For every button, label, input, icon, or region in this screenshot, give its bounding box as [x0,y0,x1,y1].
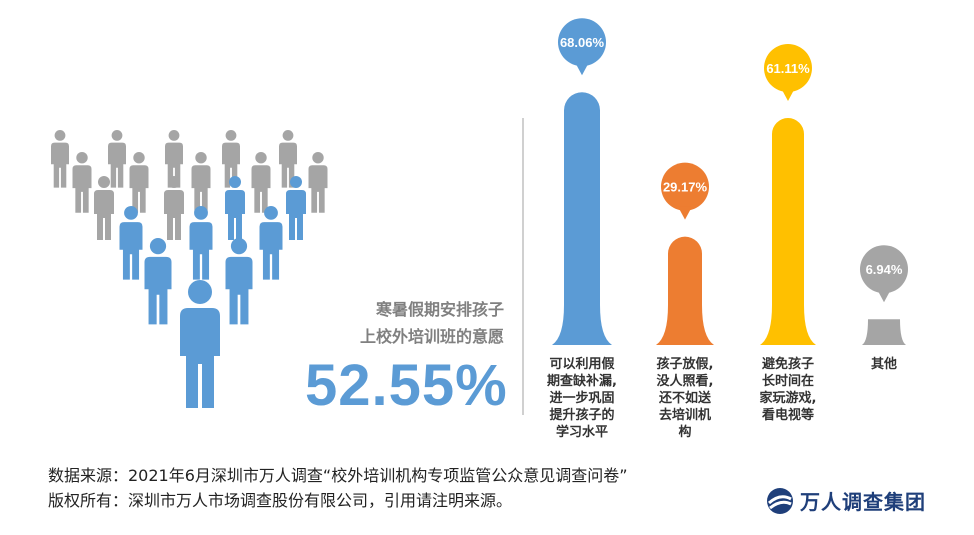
bar-value-bubble: 29.17% [661,162,709,220]
bar [656,236,714,345]
bar-value-label: 6.94% [866,262,903,277]
category-label-line: 进一步巩固 [549,391,615,406]
person-figure [286,176,306,240]
bar-chart: 68.06% 29.17% 61.11% 6.94% [552,18,908,346]
bar [862,319,906,345]
bar-value-bubble: 61.11% [764,44,812,102]
person-figure [51,130,69,188]
person-figure [164,176,184,240]
category-label-line: 孩子放假, [656,357,714,372]
category-label-line: 期查缺补漏, [547,374,617,389]
person-figure [259,206,283,280]
category-label-line: 学习水平 [555,425,608,440]
category-label-line: 构 [678,425,692,440]
person-figure [129,152,149,213]
category-label: 孩子放假, 没人照看, 还不如送去培训机构 [637,356,733,441]
bar [552,92,612,346]
category-label: 可以利用假期查缺补漏, 进一步巩固提升孩子的学习水平 [534,356,630,441]
copyright: 版权所有：深圳市万人市场调查股份有限公司，引用请注明来源。 [48,491,513,510]
divider [522,118,524,415]
company-logo: 万人调查集团 [766,486,926,515]
bar-value-label: 29.17% [663,180,708,195]
headline-line2: 上校外培训班的意愿 [359,327,504,346]
category-label: 避免孩子长时间在家玩游戏, 看电视等 [740,356,836,424]
headline-percentage: 52.55% [305,353,508,418]
person-figure [119,206,143,280]
category-label-line: 没人照看, [656,374,714,389]
category-label-line: 避免孩子 [761,357,814,372]
bar-value-bubble: 6.94% [860,245,908,303]
logo-text: 万人调查集团 [800,490,926,514]
person-figure [225,176,245,240]
person-figure [165,130,183,188]
person-figure [308,152,328,213]
category-label-line: 看电视等 [761,408,814,423]
category-label-line: 可以利用假 [549,357,615,372]
person-figure [144,238,172,325]
person-figure [94,176,114,240]
person-figure [225,238,253,325]
bar-value-bubble: 68.06% [558,18,606,76]
bar [760,118,816,345]
category-label-line: 去培训机 [658,408,711,423]
category-label-line: 还不如送 [658,391,711,406]
person-figure [72,152,92,213]
logo-icon [767,487,793,514]
headline-line1: 寒暑假期安排孩子 [375,300,504,319]
person-figure [189,206,213,280]
category-label: 其他 [836,356,932,373]
category-label-line: 家玩游戏, [759,391,817,406]
category-label-line: 提升孩子的 [549,408,615,423]
person-figure [191,152,211,213]
data-source: 数据来源：2021年6月深圳市万人调查“校外培训机构专项监管公众意见调查问卷” [48,466,628,485]
person-figure [251,152,271,213]
bar-value-label: 68.06% [560,35,605,50]
category-label-line: 长时间在 [761,374,814,389]
person-figure [279,130,297,188]
category-label-line: 其他 [870,357,897,372]
people-illustration [51,130,328,408]
person-figure [180,280,220,408]
person-figure [108,130,126,188]
bar-value-label: 61.11% [766,61,810,76]
